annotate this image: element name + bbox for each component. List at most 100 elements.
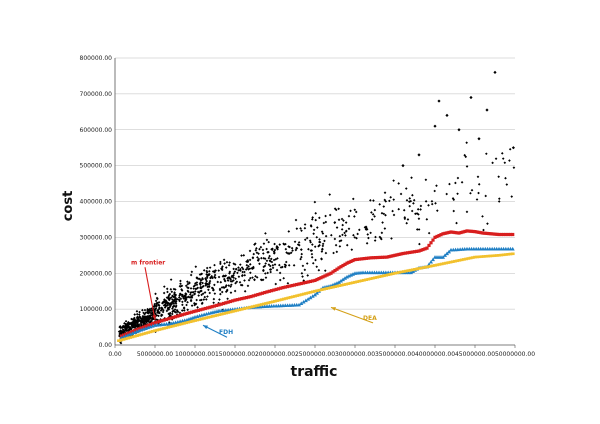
fdh-point <box>343 276 347 280</box>
data-point <box>248 263 252 266</box>
data-point <box>174 293 178 297</box>
dea-point <box>275 299 280 302</box>
data-point <box>310 218 314 221</box>
dea-point <box>121 338 126 341</box>
data-point <box>190 294 193 298</box>
data-point <box>341 223 344 227</box>
data-point <box>196 286 200 290</box>
m-frontier-point <box>429 241 433 245</box>
annotations: m frontier FDH DEA <box>131 259 377 338</box>
m-frontier-point <box>487 232 491 236</box>
m-frontier-point <box>389 254 393 258</box>
m-frontier-point <box>279 286 283 290</box>
data-point <box>364 226 368 230</box>
data-point <box>225 284 228 287</box>
data-point <box>119 330 122 334</box>
m-frontier-point <box>501 232 506 237</box>
data-point <box>418 242 421 246</box>
dea-point <box>157 328 162 331</box>
dea-point <box>426 265 431 268</box>
dea-point <box>335 284 340 288</box>
data-point <box>500 152 504 155</box>
m-frontier-point <box>357 257 362 261</box>
data-point <box>145 318 148 322</box>
data-point <box>404 187 408 190</box>
data-point <box>201 277 204 280</box>
data-point <box>230 274 234 278</box>
data-point <box>264 232 267 235</box>
data-point <box>313 200 317 204</box>
x-tick-label: 35000000.00 <box>375 351 415 358</box>
data-point <box>241 267 245 271</box>
dea-point <box>186 320 191 324</box>
m-frontier-point <box>419 248 423 252</box>
data-point <box>133 313 137 316</box>
dea-point <box>466 257 471 260</box>
m-frontier-point <box>244 295 249 300</box>
data-point <box>189 299 193 303</box>
x-tick-label: 15000000.00 <box>215 351 255 358</box>
data-point <box>278 243 282 246</box>
data-point <box>485 152 488 156</box>
data-point <box>154 292 157 296</box>
data-point <box>184 292 188 296</box>
dea-point <box>284 297 289 300</box>
data-point <box>228 270 232 274</box>
data-point <box>340 228 344 231</box>
data-point <box>185 295 189 299</box>
data-point <box>185 303 188 307</box>
dea-point <box>375 275 380 279</box>
dea-point <box>148 330 153 334</box>
data-point <box>405 221 408 225</box>
data-point <box>353 215 356 218</box>
m-frontier-point <box>459 230 463 235</box>
data-point <box>213 273 217 277</box>
m-frontier-point <box>339 265 343 269</box>
dea-point <box>479 255 484 258</box>
data-point <box>198 282 202 286</box>
data-point <box>211 276 214 280</box>
x-tick-label: 45000000.00 <box>455 351 495 358</box>
data-point <box>257 257 261 261</box>
dea-point <box>273 299 277 303</box>
data-point <box>262 269 265 273</box>
m-frontier-point <box>272 288 276 292</box>
data-point <box>134 321 137 325</box>
m-frontier-point <box>208 305 212 309</box>
m-frontier-point <box>146 323 150 327</box>
m-frontier-point <box>431 238 435 242</box>
data-point <box>186 289 190 293</box>
data-point <box>456 192 459 196</box>
data-point <box>179 279 182 283</box>
dea-point <box>393 271 397 275</box>
data-point <box>129 321 132 325</box>
data-point <box>273 248 277 252</box>
m-frontier-point <box>189 310 194 314</box>
annotation-label: DEA <box>363 315 377 322</box>
dea-point <box>348 281 353 285</box>
data-point <box>262 265 266 269</box>
m-frontier-point <box>427 243 431 248</box>
data-point <box>373 239 377 242</box>
data-point <box>199 285 202 289</box>
data-point <box>198 277 201 281</box>
data-point <box>194 282 197 285</box>
data-point <box>186 308 189 312</box>
dea-point <box>201 317 206 320</box>
data-point <box>223 279 227 283</box>
data-point <box>311 243 314 246</box>
dea-point <box>448 260 453 264</box>
data-point <box>485 108 489 112</box>
data-point <box>233 270 237 273</box>
data-point <box>168 312 171 316</box>
data-point <box>284 260 288 264</box>
dea-point <box>195 318 200 322</box>
data-point <box>414 212 417 216</box>
data-point <box>159 309 163 312</box>
m-frontier-point <box>469 229 473 233</box>
data-point <box>145 317 148 320</box>
data-point <box>434 201 437 205</box>
m-frontier-point <box>323 274 327 278</box>
dea-point <box>226 311 231 314</box>
m-frontier-point <box>341 263 345 268</box>
